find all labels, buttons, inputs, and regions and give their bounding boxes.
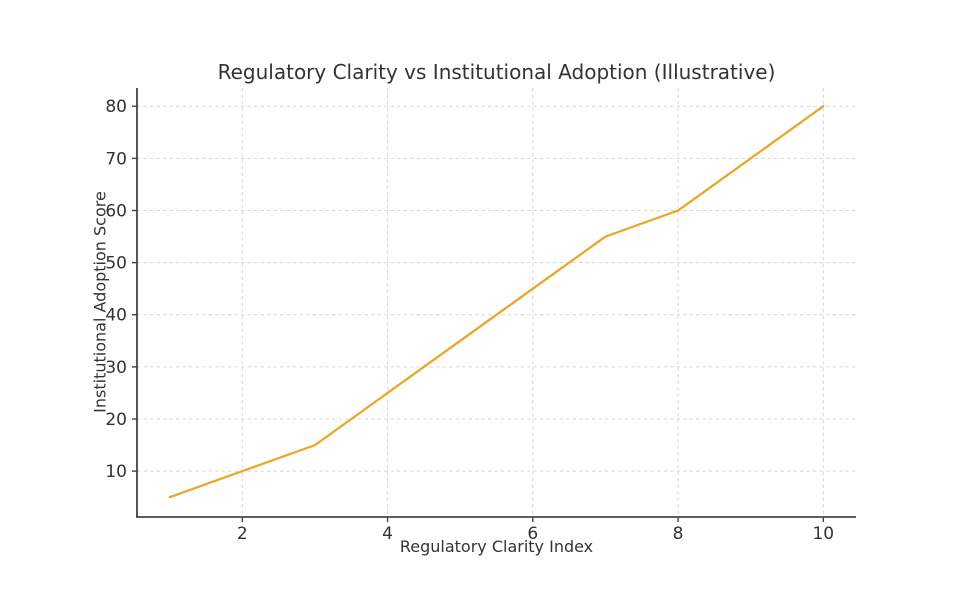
x-tick-label: 2 (237, 524, 248, 544)
y-tick-label: 60 (105, 201, 127, 221)
chart-title: Regulatory Clarity vs Institutional Adop… (217, 60, 776, 84)
y-tick-label: 50 (105, 254, 127, 274)
x-tick-label: 8 (673, 524, 684, 544)
y-tick-label: 40 (105, 306, 127, 326)
x-tick-label: 4 (382, 524, 393, 544)
y-tick-label: 10 (105, 462, 127, 482)
y-tick-label: 70 (105, 149, 127, 169)
data-line (168, 105, 825, 499)
x-tick-label: 10 (812, 524, 834, 544)
x-tick-label: 6 (527, 524, 538, 544)
y-tick-label: 20 (105, 410, 127, 430)
y-tick-label: 80 (105, 97, 127, 117)
x-axis-label: Regulatory Clarity Index (399, 537, 594, 556)
y-tick-label: 30 (105, 358, 127, 378)
